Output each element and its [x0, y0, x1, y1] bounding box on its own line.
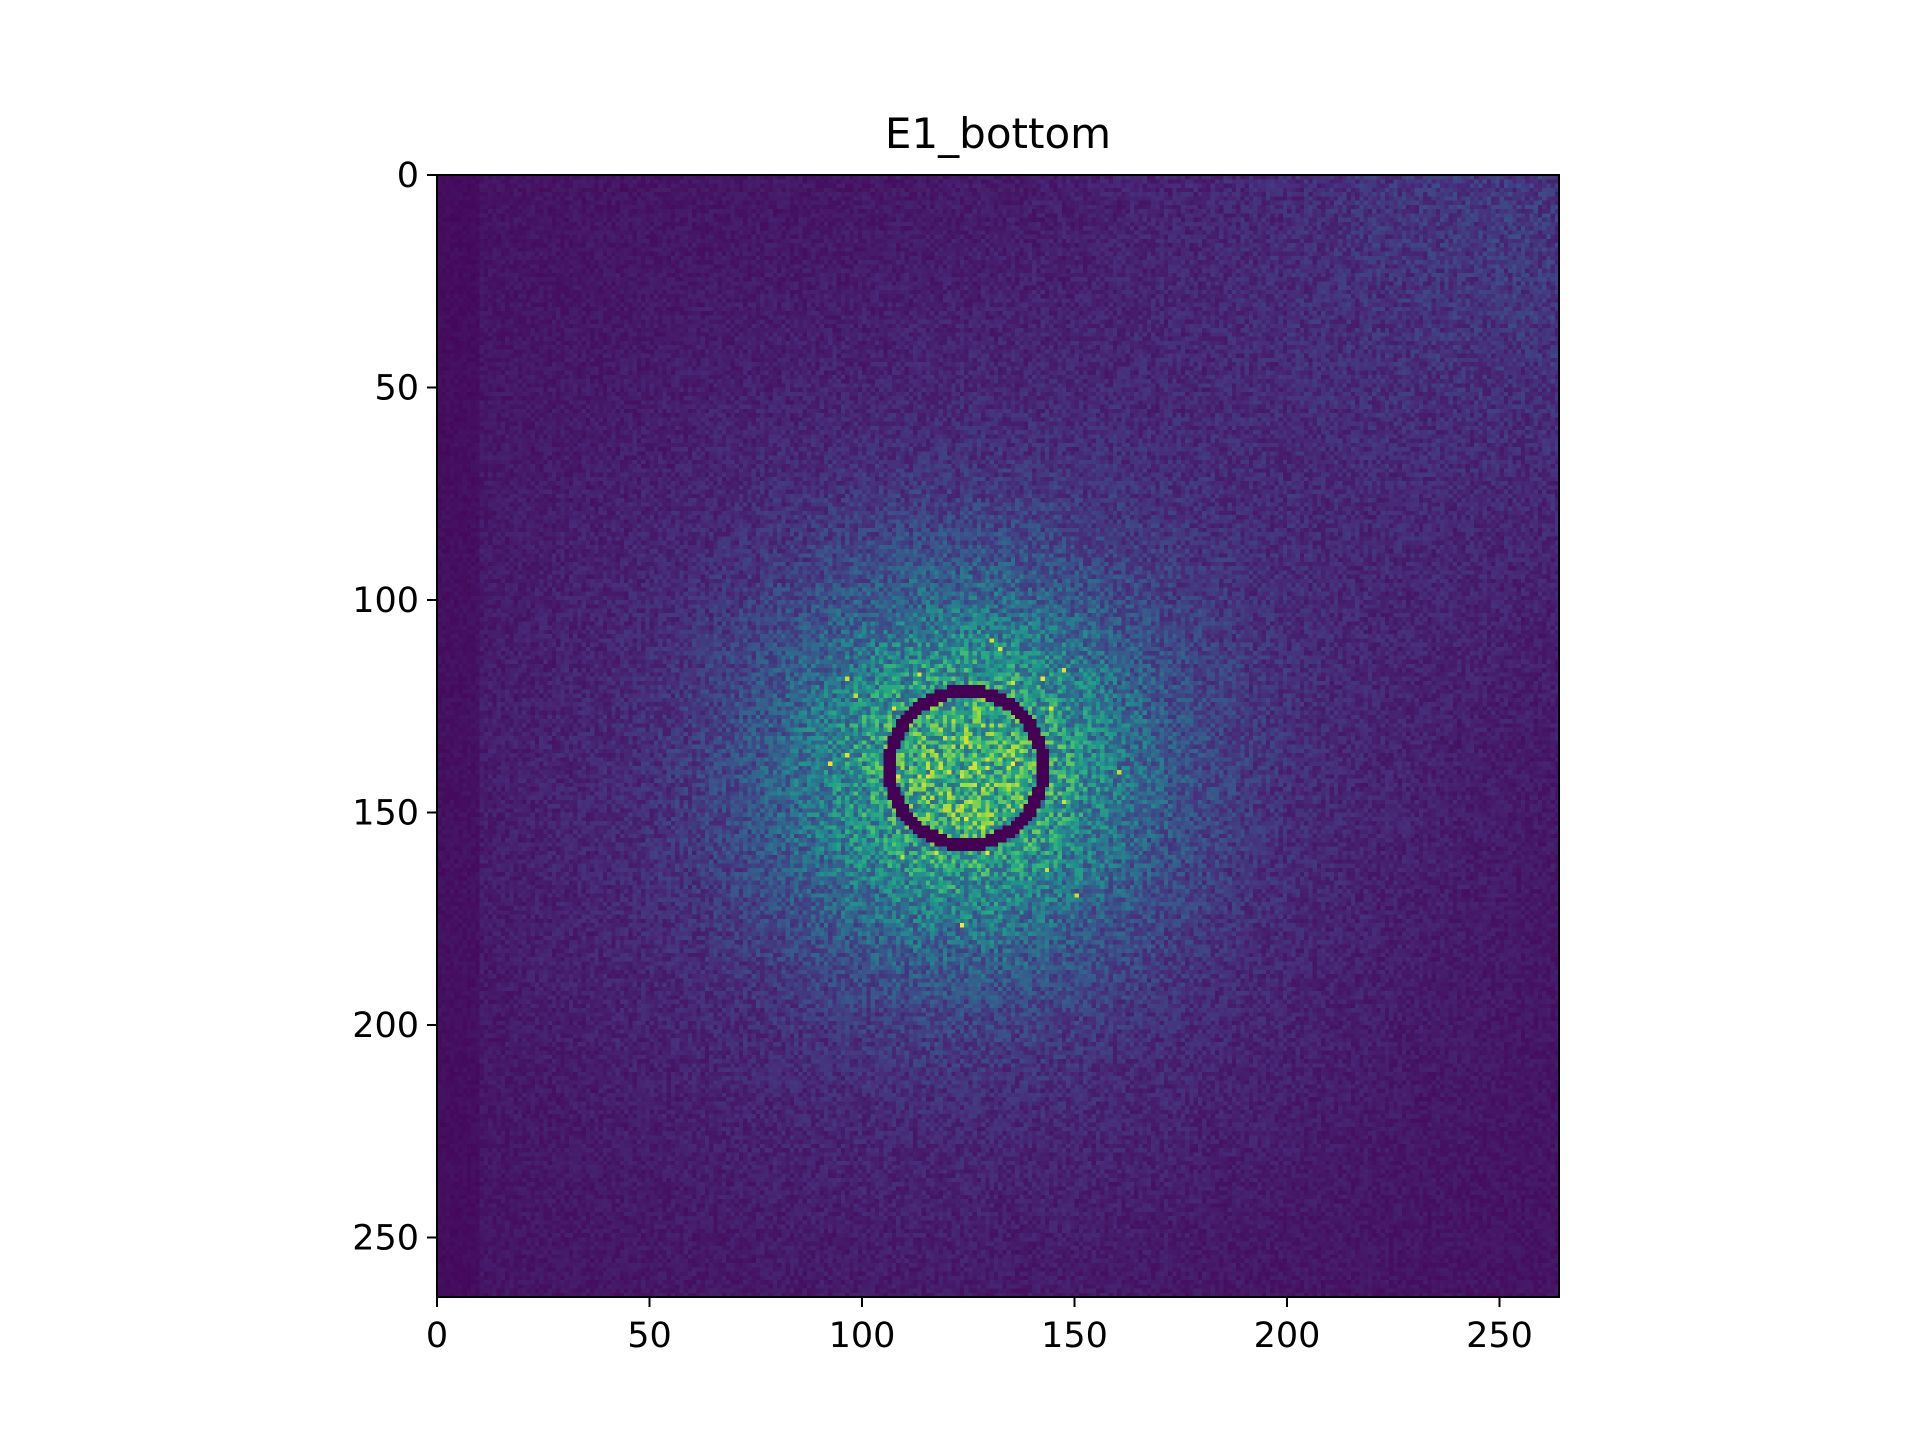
y-tick-label: 100: [352, 581, 419, 621]
x-tick-label: 150: [1041, 1316, 1108, 1356]
x-tick-label: 200: [1254, 1316, 1321, 1356]
x-tick-label: 100: [829, 1316, 896, 1356]
y-tick-label: 50: [374, 369, 419, 409]
chart-title: E1_bottom: [885, 109, 1111, 158]
plot-frame: [436, 174, 1560, 1298]
heatmap-image: [437, 175, 1559, 1297]
x-tick-label: 0: [426, 1316, 448, 1356]
y-tick-label: 250: [352, 1219, 419, 1259]
y-tick-label: 200: [352, 1006, 419, 1046]
x-tick-label: 50: [627, 1316, 672, 1356]
y-tick-label: 0: [397, 156, 419, 196]
y-tick-label: 150: [352, 794, 419, 834]
y-axis: 0 50 100 150 200 250: [352, 156, 437, 1259]
x-axis: 0 50 100 150 200 250: [426, 1297, 1533, 1356]
x-tick-label: 250: [1466, 1316, 1533, 1356]
